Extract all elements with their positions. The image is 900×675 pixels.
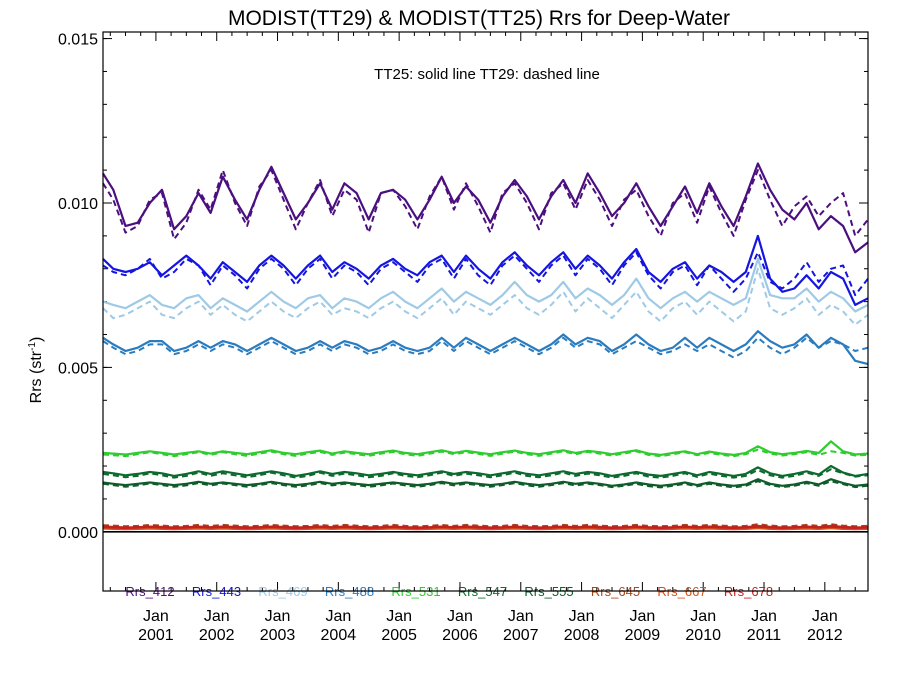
x-tick-label-year: 2003 — [260, 627, 296, 644]
x-tick-label-month: Jan — [325, 608, 351, 625]
rrs-469-dashed-line — [102, 267, 869, 326]
rrs-555-solid-line — [102, 478, 869, 487]
x-axis: Jan 2001 Jan 2002 Jan 2003 Jan 2004 Jan 2005 Jan 20… — [109, 32, 856, 644]
y-axis-label-superscript: -1 — [27, 342, 38, 351]
y-axis-label: Rrs (str-1) — [27, 337, 45, 404]
rrs-667-solid-line — [102, 527, 869, 531]
x-tick-label-month: Jan — [447, 608, 473, 625]
x-tick-label-year: 2010 — [685, 627, 721, 644]
y-tick-label: 0.000 — [58, 525, 98, 542]
rrs-443-solid-line — [102, 234, 869, 306]
x-tick-label-year: 2001 — [138, 627, 174, 644]
x-tick-label-year: 2005 — [381, 627, 417, 644]
y-axis: 0.000 0.005 0.010 0.015 — [58, 32, 868, 542]
x-tick-label-month: Jan — [204, 608, 230, 625]
y-tick-label: 0.005 — [58, 360, 98, 377]
x-tick-label-month: Jan — [508, 608, 534, 625]
rrs-412-dashed-line — [102, 169, 869, 241]
x-tick-label-year: 2011 — [747, 627, 782, 644]
x-tick-label-year: 2009 — [625, 627, 661, 644]
x-tick-label-month: Jan — [629, 608, 655, 625]
plot-frame — [102, 31, 869, 592]
chart-title: MODIST(TT29) & MODIST(TT25) Rrs for Deep… — [228, 7, 730, 30]
x-tick-label-month: Jan — [265, 608, 291, 625]
y-tick-label: 0.010 — [58, 196, 98, 213]
rrs-488-dashed-line — [102, 336, 869, 359]
rrs-469-solid-line — [102, 257, 869, 313]
x-tick-label-month: Jan — [386, 608, 412, 625]
x-tick-label-month: Jan — [143, 608, 169, 625]
x-tick-label-month: Jan — [751, 608, 777, 625]
y-tick-label: 0.015 — [58, 32, 98, 49]
series-lines — [102, 162, 869, 531]
x-tick-label-year: 2004 — [321, 627, 357, 644]
x-tick-label-year: 2002 — [199, 627, 235, 644]
rrs-547-solid-line — [102, 464, 869, 477]
rrs-678-solid-line — [102, 525, 869, 530]
rrs-443-dashed-line — [102, 251, 869, 297]
x-tick-label-month: Jan — [690, 608, 716, 625]
x-tick-label-month: Jan — [569, 608, 595, 625]
rrs-488-solid-line — [102, 330, 869, 366]
x-tick-label-year: 2006 — [442, 627, 478, 644]
chart-annotation: TT25: solid line TT29: dashed line — [374, 66, 600, 83]
rrs-531-solid-line — [102, 440, 869, 456]
rrs-555-dashed-line — [102, 480, 869, 489]
rrs-412-solid-line — [102, 162, 869, 254]
x-tick-label-year: 2008 — [564, 627, 600, 644]
x-tick-label-year: 2012 — [807, 627, 843, 644]
x-tick-label-year: 2007 — [503, 627, 539, 644]
x-tick-label-month: Jan — [812, 608, 838, 625]
